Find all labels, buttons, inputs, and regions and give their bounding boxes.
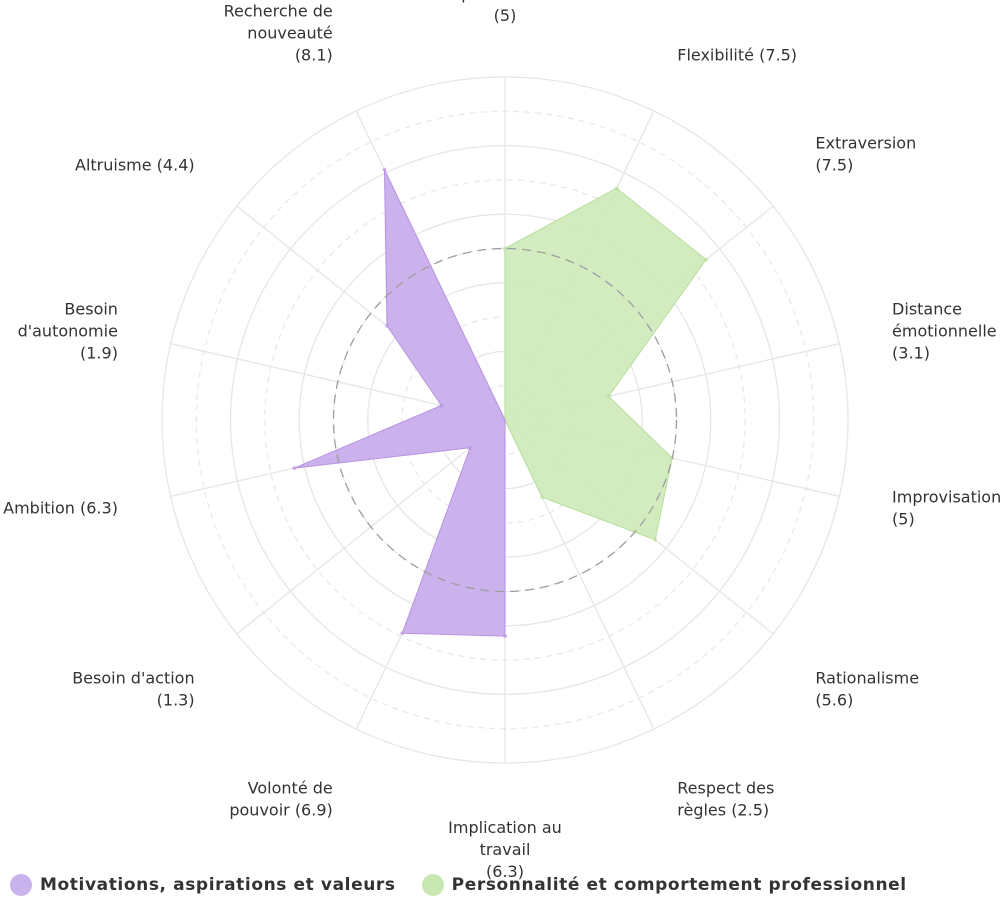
data-point bbox=[385, 323, 390, 328]
axis-label: Besoin d'autonomie (1.9) bbox=[18, 300, 118, 363]
axis-label: Volonté depersuasion(5) bbox=[461, 0, 549, 25]
data-point bbox=[503, 246, 507, 251]
data-point bbox=[382, 167, 387, 172]
data-point bbox=[468, 445, 473, 450]
data-point bbox=[606, 394, 611, 399]
radar-axis-labels: Volonté depersuasion(5) Flexibilité (7.5)… bbox=[3, 0, 1001, 881]
legend-swatch-motivations bbox=[10, 874, 32, 896]
legend-item-personnalite[interactable]: Personnalité et comportement professionn… bbox=[421, 874, 907, 896]
data-point bbox=[614, 186, 619, 191]
axis-label: Implication au travail (6.3) bbox=[448, 818, 562, 881]
legend-label-motivations: Motivations, aspirations et valeurs bbox=[40, 875, 396, 895]
radar-threshold bbox=[332, 247, 678, 593]
data-point bbox=[704, 257, 709, 262]
axis-label: Recherche de nouveauté (8.1) bbox=[224, 1, 333, 64]
legend-swatch-personnalite bbox=[421, 874, 444, 896]
axis-label: Rationalisme (5.6) bbox=[815, 669, 919, 710]
axis-label: Besoin d'action (1.3) bbox=[72, 669, 194, 710]
legend-item-motivations[interactable]: Motivations, aspirations et valeurs bbox=[10, 874, 396, 896]
axis-label: Extraversion (7.5) bbox=[815, 133, 916, 174]
axis-label: Flexibilité (7.5) bbox=[677, 45, 797, 64]
axis-label: Respect des règles (2.5) bbox=[677, 779, 774, 820]
axis-label: Improvisation (5) bbox=[892, 487, 1001, 528]
series-area bbox=[293, 169, 506, 637]
axis-label: Distance émotionnelle (3.1) bbox=[892, 300, 997, 363]
axis-label: Volonté de pouvoir (6.9) bbox=[229, 779, 332, 820]
data-point bbox=[292, 466, 297, 471]
chart-legend: Motivations, aspirations et valeurs Pers… bbox=[10, 874, 933, 896]
legend-label-personnalite: Personnalité et comportement professionn… bbox=[451, 875, 907, 895]
axis-label: Altruisme (4.4) bbox=[75, 155, 195, 174]
data-point bbox=[439, 403, 444, 408]
radar-areas bbox=[292, 167, 709, 639]
data-point bbox=[653, 537, 658, 542]
series-area bbox=[504, 187, 707, 541]
data-point bbox=[503, 634, 507, 639]
data-point bbox=[400, 631, 405, 636]
axis-label: Ambition (6.3) bbox=[3, 498, 118, 517]
data-point bbox=[540, 495, 545, 500]
threshold-ring bbox=[332, 247, 678, 593]
